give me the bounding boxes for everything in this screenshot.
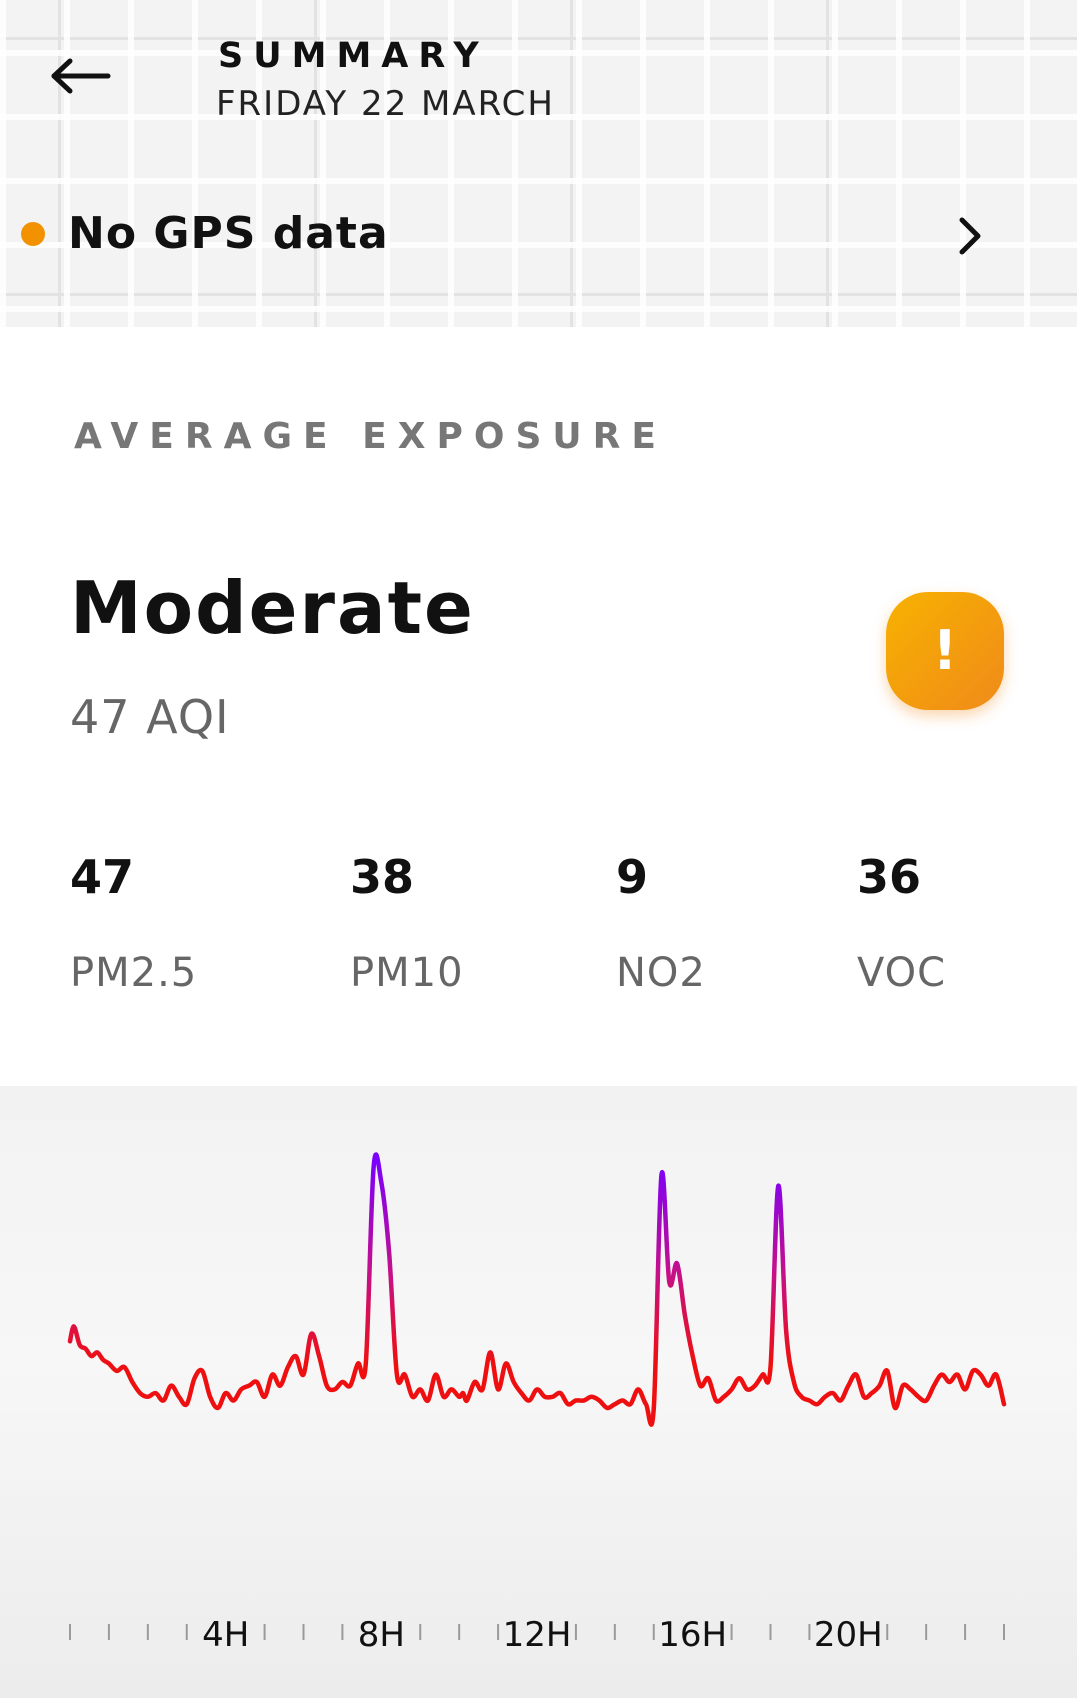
map-header: SUMMARY FRIDAY 22 MARCH No GPS data [0, 0, 1077, 327]
x-tick-label: 12H [503, 1615, 572, 1655]
metric-label: PM2.5 [70, 950, 198, 996]
aqi-value: 47 AQI [70, 690, 230, 744]
arrow-left-icon [51, 58, 111, 94]
alert-symbol: ! [932, 619, 958, 682]
metric-label: NO2 [616, 950, 706, 996]
gps-status-dot [21, 222, 45, 246]
metric-label: VOC [857, 950, 947, 996]
gps-status-row[interactable]: No GPS data [0, 196, 1077, 276]
exposure-chart-area: 4H 8H 12H 16H 20H [0, 1086, 1077, 1698]
metric-value: 47 [70, 850, 135, 904]
metric-label: PM10 [350, 950, 464, 996]
alert-icon[interactable]: ! [886, 592, 1004, 710]
metric-pm10: 38 PM10 [350, 850, 463, 996]
x-tick-label: 16H [658, 1615, 727, 1655]
metric-value: 36 [857, 850, 922, 904]
metric-pm25: 47 PM2.5 [70, 850, 196, 996]
gps-status-label: No GPS data [68, 208, 389, 259]
metric-no2: 9 NO2 [616, 850, 705, 996]
page-date: FRIDAY 22 MARCH [216, 84, 555, 124]
exposure-level: Moderate [70, 566, 475, 650]
metric-voc: 36 VOC [857, 850, 945, 996]
exposure-chart: 4H 8H 12H 16H 20H [67, 1152, 1007, 1655]
series-line [67, 1152, 1007, 1427]
x-tick-label: 8H [358, 1615, 405, 1655]
metric-value: 9 [616, 850, 649, 904]
metric-value: 38 [350, 850, 415, 904]
page-title: SUMMARY [218, 36, 489, 76]
section-label: AVERAGE EXPOSURE [74, 416, 667, 457]
x-tick-label: 4H [202, 1615, 249, 1655]
chevron-right-icon[interactable] [950, 212, 990, 260]
back-button[interactable] [44, 48, 116, 104]
x-tick-label: 20H [814, 1615, 883, 1655]
